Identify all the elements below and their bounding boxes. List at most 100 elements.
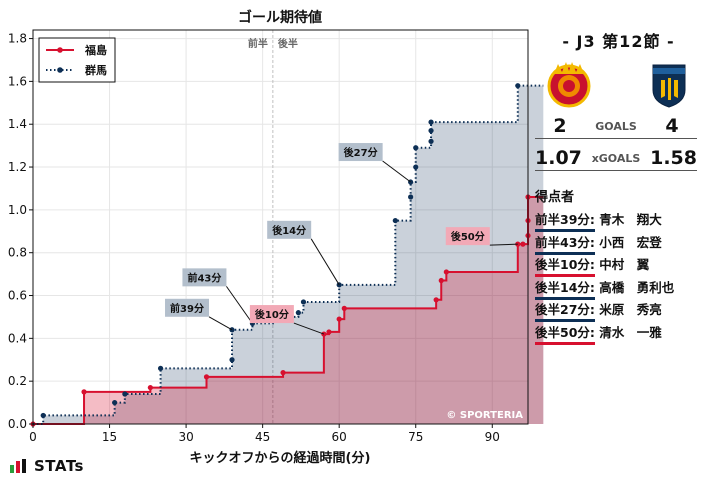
scorer-time: 後半14分: [535, 277, 595, 300]
annotation-box [165, 298, 210, 317]
scorer-name: 小西 宏登 [594, 234, 662, 250]
data-point [300, 299, 307, 305]
y-tick-label: 1.4 [8, 117, 27, 131]
data-point [122, 391, 128, 397]
stats-brand: STATs [34, 457, 84, 475]
annotation-leader [382, 160, 411, 183]
x-tick-label: 60 [332, 430, 347, 444]
annotation-label: 後10分 [255, 308, 289, 321]
data-point [433, 297, 439, 303]
scorer-time: 前半39分: [535, 209, 595, 232]
y-tick-label: 1.6 [8, 74, 27, 88]
plot-area: 前半 後半 0 15 30 45 60 75 90 0.0 0.2 0.4 0.6 0.8 1.0 1.2 1.… [8, 29, 544, 444]
data-point [428, 119, 434, 125]
annotation-box [267, 220, 312, 239]
stats-logo: STATs [10, 457, 84, 475]
data-point [520, 241, 526, 247]
data-point [336, 316, 342, 322]
data-point [413, 164, 419, 170]
home-goals: 2 [553, 115, 567, 137]
fukushima-crest-icon [547, 62, 591, 108]
annotation-box [445, 227, 490, 246]
legend-label: 福島 [84, 43, 107, 57]
half-label-first: 前半 [248, 37, 268, 50]
legend-marker [57, 47, 63, 53]
data-point [326, 329, 332, 335]
y-tick-label: 1.2 [8, 160, 27, 174]
x-tick-label: 90 [485, 430, 500, 444]
scorer-time: 前半43分: [535, 232, 595, 255]
x-tick-label: 15 [102, 430, 117, 444]
divider [535, 170, 697, 171]
scorer-name: 清水 一雅 [594, 324, 662, 340]
data-point [40, 412, 46, 419]
scorer-row: 後半27分: 米原 秀亮 [535, 299, 662, 322]
legend-label: 群馬 [84, 63, 107, 77]
annotation-box [338, 143, 383, 162]
match-panel: - J3 第12節 - 2 GOALS 4 1.07 xGOALS 1.58 得… [530, 0, 707, 360]
annotation-leader [293, 322, 325, 335]
data-point [147, 384, 153, 391]
xgoals-label: xGOALS [591, 151, 641, 165]
annotation-label: 前39分 [170, 302, 204, 315]
y-tick-label: 0.8 [8, 246, 27, 260]
annotation-leader [226, 286, 253, 324]
away-xg: 1.58 [650, 147, 697, 169]
scorer-time: 後半10分: [535, 254, 595, 277]
annotation-leader [489, 243, 518, 246]
y-tick-label: 0.0 [8, 417, 27, 431]
x-tick-label: 75 [408, 430, 423, 444]
data-point [229, 357, 235, 363]
home-xg: 1.07 [535, 147, 582, 169]
match-title: - J3 第12節 - [562, 32, 675, 51]
chart-title: ゴール期待値 [238, 9, 322, 26]
annotation-label: 後14分 [272, 224, 306, 237]
data-point [413, 145, 419, 151]
data-point [428, 138, 434, 144]
annotation-box [249, 305, 294, 324]
scorer-row: 前半43分: 小西 宏登 [535, 232, 662, 255]
scorer-row: 後半14分: 高橋 勇利也 [535, 277, 674, 300]
scorer-row: 後半50分: 清水 一雅 [535, 322, 662, 345]
area-gunma [33, 85, 544, 424]
x-tick-label: 30 [178, 430, 193, 444]
x-axis-label: キックオフからの経過時間(分) [190, 450, 371, 466]
annotation-leader [208, 316, 233, 331]
goals-row: 2 GOALS 4 [535, 115, 697, 137]
scorers-title: 得点者 [535, 190, 575, 205]
data-point [157, 365, 164, 371]
data-point [515, 83, 521, 89]
x-tick-label: 45 [255, 430, 270, 444]
scorer-time: 後半27分: [535, 299, 595, 322]
plot-frame [32, 29, 529, 425]
area-fukushima [33, 197, 544, 424]
scorer-time: 後半50分: [535, 322, 595, 345]
scorer-name: 中村 翼 [594, 257, 650, 272]
y-tick-label: 1.8 [8, 32, 27, 46]
watermark: © SPORTERIA [446, 410, 523, 421]
data-point [81, 389, 87, 395]
scorer-row: 前半39分: 青木 翔大 [535, 209, 662, 232]
data-point [203, 374, 210, 380]
annotation-label: 前43分 [187, 271, 221, 284]
data-point [112, 399, 118, 406]
data-point [408, 194, 414, 200]
bar-chart-logo-icon [10, 459, 26, 473]
gunma-crest-icon [652, 64, 686, 108]
away-goals: 4 [665, 115, 679, 137]
data-point [280, 370, 286, 376]
data-point [341, 305, 347, 311]
xgoals-row: 1.07 xGOALS 1.58 [535, 147, 697, 169]
y-tick-label: 0.6 [8, 289, 27, 303]
legend-box [38, 37, 116, 83]
annotation-label: 後27分 [344, 146, 378, 159]
legend-marker [57, 67, 63, 73]
annotation-box [182, 268, 227, 287]
data-point [392, 217, 398, 224]
data-point [438, 277, 444, 284]
half-label-second: 後半 [278, 37, 298, 50]
x-tick-label: 0 [29, 430, 37, 444]
scorer-name: 高橋 勇利也 [594, 279, 675, 295]
data-point [295, 310, 301, 316]
